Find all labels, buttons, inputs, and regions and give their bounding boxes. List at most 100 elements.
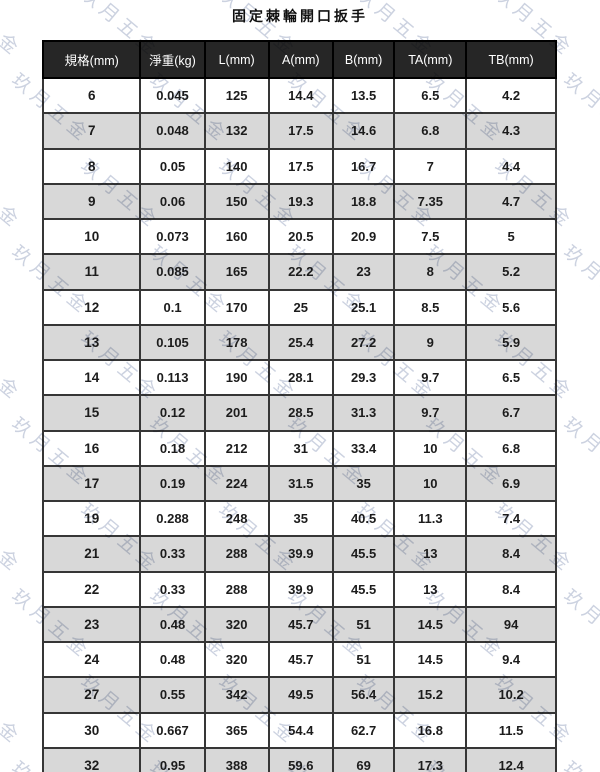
column-header-6: TB(mm) [465,40,557,79]
table-cell: 0.33 [139,535,206,573]
table-cell: 14.6 [331,112,396,150]
table-cell: 125 [203,76,270,115]
table-cell: 7 [41,112,142,150]
table-cell: 17 [41,464,142,503]
table-cell: 28.1 [267,358,334,397]
table-cell: 0.48 [139,640,206,679]
table-cell: 165 [203,253,270,291]
table-cell: 160 [203,217,270,256]
table-cell: 0.19 [139,464,206,503]
table-cell: 7.4 [465,499,557,538]
table-cell: 288 [203,535,270,573]
table-cell: 11 [41,253,142,291]
table-cell: 288 [203,570,270,608]
table-cell: 4.4 [465,147,557,185]
table-cell: 59.6 [267,746,334,772]
table-cell: 45.7 [267,605,334,644]
table-cell: 9 [41,182,142,221]
table-cell: 29.3 [331,358,396,397]
watermark-text: 玖月五金 [559,754,600,772]
table-cell: 10 [393,429,468,467]
table-cell: 16.7 [331,147,396,185]
table-cell: 5 [465,217,557,256]
table-cell: 25 [267,288,334,326]
table-cell: 320 [203,640,270,679]
column-header-3: A(mm) [267,40,334,79]
table-cell: 0.113 [139,358,206,397]
column-header-1: 淨重(kg) [139,40,206,79]
table-cell: 28.5 [267,394,334,432]
watermark-text: 玖月五金 [0,499,26,578]
table-cell: 0.085 [139,253,206,291]
table-cell: 14.5 [393,640,468,679]
table-cell: 11.5 [465,711,557,749]
table-cell: 4.2 [465,76,557,115]
table-cell: 69 [331,746,396,772]
table-cell: 17.5 [267,147,334,185]
table-cell: 201 [203,394,270,432]
table-row: 7 0.048 132 17.5 14.6 6.8 4.3 [41,112,557,150]
table-cell: 15.2 [393,676,468,714]
table-cell: 45.7 [267,640,334,679]
table-row: 17 0.19 224 31.5 35 10 6.9 [41,464,557,503]
table-cell: 35 [267,499,334,538]
watermark-text: 玖月五金 [559,241,600,320]
table-cell: 11.3 [393,499,468,538]
table-cell: 0.12 [139,394,206,432]
table-cell: 8.4 [465,535,557,573]
table-row: 13 0.105 178 25.4 27.2 9 5.9 [41,323,557,362]
table-cell: 4.7 [465,182,557,221]
table-cell: 23 [331,253,396,291]
table-cell: 0.048 [139,112,206,150]
table-cell: 30 [41,711,142,749]
table-cell: 94 [465,605,557,644]
table-cell: 170 [203,288,270,326]
table-cell: 24 [41,640,142,679]
table-cell: 0.073 [139,217,206,256]
table-cell: 0.06 [139,182,206,221]
table-cell: 5.2 [465,253,557,291]
table-cell: 35 [331,464,396,503]
table-cell: 39.9 [267,570,334,608]
table-cell: 6.9 [465,464,557,503]
table-cell: 10 [393,464,468,503]
table-cell: 27.2 [331,323,396,362]
table-cell: 31.3 [331,394,396,432]
table-cell: 342 [203,676,270,714]
table-cell: 19 [41,499,142,538]
table-cell: 49.5 [267,676,334,714]
table-cell: 150 [203,182,270,221]
table-cell: 320 [203,605,270,644]
table-cell: 13 [393,570,468,608]
table-cell: 10 [41,217,142,256]
table-cell: 12.4 [465,746,557,772]
table-cell: 45.5 [331,570,396,608]
table-cell: 388 [203,746,270,772]
table-cell: 7.5 [393,217,468,256]
header-row: 規格(mm) 淨重(kg) L(mm) A(mm) B(mm) TA(mm) TB(mm) [41,40,557,79]
table-row: 27 0.55 342 49.5 56.4 15.2 10.2 [41,676,557,714]
table-cell: 6.8 [465,429,557,467]
table-cell: 365 [203,711,270,749]
table-cell: 14.4 [267,76,334,115]
table-row: 19 0.288 248 35 40.5 11.3 7.4 [41,499,557,538]
table-cell: 9.4 [465,640,557,679]
table-cell: 23 [41,605,142,644]
table-cell: 54.4 [267,711,334,749]
table-row: 15 0.12 201 28.5 31.3 9.7 6.7 [41,394,557,432]
table-cell: 39.9 [267,535,334,573]
table-cell: 13 [41,323,142,362]
table-cell: 15 [41,394,142,432]
table-cell: 16.8 [393,711,468,749]
table-cell: 0.95 [139,746,206,772]
table-cell: 31.5 [267,464,334,503]
table-row: 14 0.113 190 28.1 29.3 9.7 6.5 [41,358,557,397]
table-cell: 62.7 [331,711,396,749]
table-cell: 12 [41,288,142,326]
table-row: 30 0.667 365 54.4 62.7 16.8 11.5 [41,711,557,749]
table-cell: 0.105 [139,323,206,362]
table-cell: 8.4 [465,570,557,608]
table-row: 8 0.05 140 17.5 16.7 7 4.4 [41,147,557,185]
table-cell: 9.7 [393,394,468,432]
